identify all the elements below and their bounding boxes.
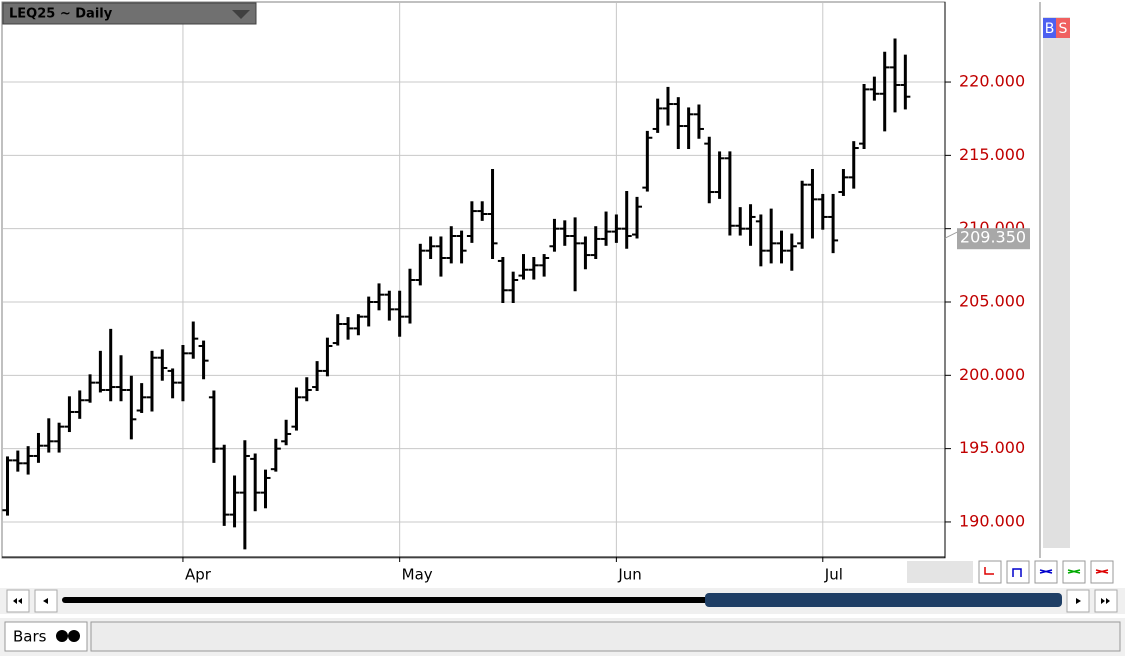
toolbar-spacer xyxy=(907,561,973,583)
x-tick-label: Apr xyxy=(185,566,212,584)
dropdown-arrow[interactable] xyxy=(232,10,250,19)
symbol-box[interactable] xyxy=(2,2,257,25)
bars-tab[interactable] xyxy=(4,621,88,652)
sell-button[interactable] xyxy=(1056,18,1070,38)
buy-button[interactable] xyxy=(1043,18,1056,38)
y-tick-label: 195.000 xyxy=(959,438,1025,457)
price-label-box xyxy=(957,228,1030,250)
bars xyxy=(2,38,911,550)
status-field xyxy=(90,621,1121,652)
tool-icon xyxy=(1012,568,1022,577)
y-tick-label: 190.000 xyxy=(959,511,1025,530)
tab-icon xyxy=(56,630,68,642)
x-tick-label: May xyxy=(402,566,433,584)
buy-label[interactable]: B xyxy=(1045,21,1055,37)
grid xyxy=(3,3,945,557)
tab-label[interactable]: Bars xyxy=(13,628,47,646)
scroll-prev-icon xyxy=(43,598,48,604)
tool-button[interactable] xyxy=(1006,560,1030,584)
scroll-last-icon xyxy=(1101,598,1110,604)
sell-label[interactable]: S xyxy=(1059,21,1068,37)
y-tick-label: 215.000 xyxy=(959,145,1025,164)
y-tick-label: 220.000 xyxy=(959,72,1025,91)
price-label: 209.350 xyxy=(960,228,1026,247)
tool-icon xyxy=(1039,569,1053,574)
y-tick-label: 200.000 xyxy=(959,365,1025,384)
y-tick-label: 205.000 xyxy=(959,291,1025,310)
tool-icon xyxy=(1067,569,1081,574)
tool-icon xyxy=(1095,569,1109,574)
axis: 190.000195.000200.000205.000210.000215.0… xyxy=(182,72,1030,584)
x-tick-label: Jul xyxy=(824,566,843,584)
price-pointer xyxy=(944,231,958,239)
plot-frame xyxy=(1,1,946,559)
scroll-first-icon xyxy=(13,598,22,604)
tool-icon xyxy=(984,567,994,575)
tab-icon xyxy=(68,630,80,642)
scroll-thumb[interactable] xyxy=(705,593,1062,607)
scroll-next-icon xyxy=(1076,598,1081,604)
tool-button[interactable] xyxy=(978,560,1002,584)
symbol-title: LEQ25 ~ Daily xyxy=(9,7,113,22)
order-panel xyxy=(1043,17,1070,548)
x-tick-label: Jun xyxy=(617,566,641,584)
tool-buttons xyxy=(978,560,1114,584)
